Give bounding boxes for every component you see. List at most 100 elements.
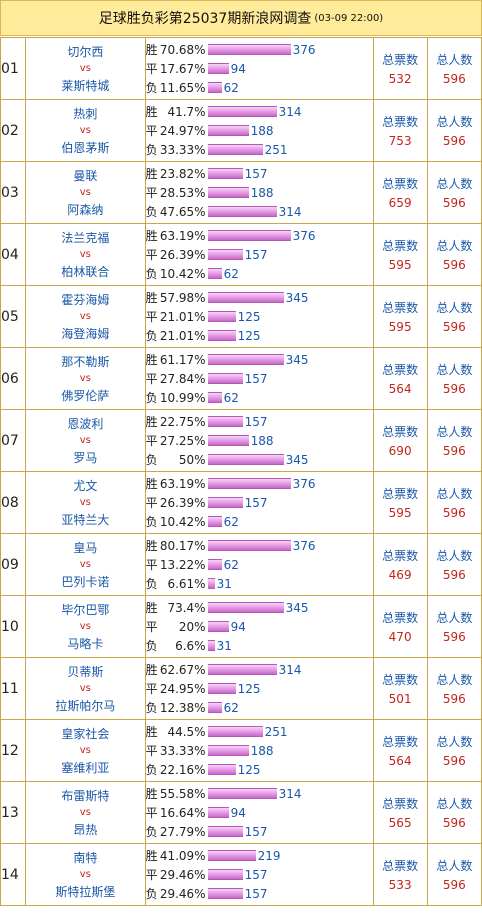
home-team[interactable]: 恩波利 bbox=[67, 417, 104, 431]
total-people-cell: 总人数 596 bbox=[426, 657, 482, 720]
loss-label: 负 bbox=[145, 825, 158, 839]
loss-percent: 12.38% bbox=[159, 700, 206, 715]
vs-label: vs bbox=[79, 559, 91, 570]
draw-count: 157 bbox=[244, 495, 268, 510]
vs-label: vs bbox=[79, 497, 91, 508]
home-team[interactable]: 尤文 bbox=[73, 479, 98, 493]
total-people-value: 596 bbox=[442, 692, 466, 706]
total-people-value: 596 bbox=[442, 754, 466, 768]
win-row: 胜 70.68% 376 bbox=[146, 40, 373, 59]
away-team[interactable]: 塞维利亚 bbox=[61, 761, 110, 775]
total-votes-label: 总票数 bbox=[382, 239, 419, 253]
match-teams: 尤文 vs 亚特兰大 bbox=[25, 471, 146, 534]
match-teams: 贝蒂斯 vs 拉斯帕尔马 bbox=[25, 657, 146, 720]
draw-count: 62 bbox=[223, 557, 239, 572]
loss-bar bbox=[207, 454, 284, 465]
away-team[interactable]: 海登海姆 bbox=[61, 327, 110, 341]
draw-count: 94 bbox=[230, 619, 246, 634]
win-percent: 22.75% bbox=[159, 414, 206, 429]
draw-bar bbox=[207, 63, 229, 74]
total-votes-label: 总票数 bbox=[382, 797, 419, 811]
home-team[interactable]: 霍芬海姆 bbox=[61, 293, 110, 307]
home-team[interactable]: 那不勒斯 bbox=[61, 355, 110, 369]
draw-count: 157 bbox=[244, 247, 268, 262]
away-team[interactable]: 莱斯特城 bbox=[61, 79, 110, 93]
match-teams: 南特 vs 斯特拉斯堡 bbox=[25, 843, 146, 906]
draw-bar bbox=[207, 125, 249, 136]
total-votes-value: 564 bbox=[388, 754, 412, 768]
away-team[interactable]: 伯恩茅斯 bbox=[61, 141, 110, 155]
home-team[interactable]: 布雷斯特 bbox=[61, 789, 110, 803]
draw-count: 188 bbox=[250, 743, 274, 758]
match-teams: 皇家社会 vs 塞维利亚 bbox=[25, 719, 146, 782]
win-label: 胜 bbox=[145, 725, 158, 739]
draw-bar bbox=[207, 869, 243, 880]
away-team[interactable]: 亚特兰大 bbox=[61, 513, 110, 527]
home-team[interactable]: 曼联 bbox=[73, 169, 98, 183]
home-team[interactable]: 贝蒂斯 bbox=[67, 665, 104, 679]
match-number: 06 bbox=[0, 347, 27, 410]
away-team[interactable]: 阿森纳 bbox=[67, 203, 104, 217]
away-team[interactable]: 昂热 bbox=[73, 823, 98, 837]
draw-bar bbox=[207, 311, 236, 322]
loss-percent: 22.16% bbox=[159, 762, 206, 777]
home-team[interactable]: 热刺 bbox=[73, 107, 98, 121]
away-team[interactable]: 巴列卡诺 bbox=[61, 575, 110, 589]
win-label: 胜 bbox=[145, 167, 158, 181]
total-votes-label: 总票数 bbox=[382, 115, 419, 129]
win-percent: 44.5% bbox=[167, 724, 206, 739]
survey-table: 01 切尔西 vs 莱斯特城 胜 70.68% 376 平 17.67% 94 … bbox=[0, 37, 482, 906]
win-count: 314 bbox=[278, 786, 302, 801]
loss-bar bbox=[207, 206, 277, 217]
win-row: 胜 41.09% 219 bbox=[146, 846, 373, 865]
home-team[interactable]: 皇家社会 bbox=[61, 727, 110, 741]
match-row: 02 热刺 vs 伯恩茅斯 胜 41.7% 314 平 24.97% 188 负… bbox=[0, 99, 482, 162]
vs-label: vs bbox=[79, 187, 91, 198]
win-bar bbox=[207, 106, 277, 117]
away-team[interactable]: 罗马 bbox=[73, 451, 98, 465]
win-label: 胜 bbox=[145, 663, 158, 677]
vote-bars: 胜 41.7% 314 平 24.97% 188 负 33.33% 251 bbox=[144, 99, 374, 162]
vote-bars: 胜 41.09% 219 平 29.46% 157 负 29.46% 157 bbox=[144, 843, 374, 906]
title-text: 足球胜负彩第25037期新浪网调查 bbox=[98, 11, 312, 27]
total-people-cell: 总人数 596 bbox=[426, 37, 482, 100]
away-team[interactable]: 斯特拉斯堡 bbox=[55, 885, 116, 899]
away-team[interactable]: 拉斯帕尔马 bbox=[55, 699, 116, 713]
away-team[interactable]: 马略卡 bbox=[67, 637, 104, 651]
match-row: 03 曼联 vs 阿森纳 胜 23.82% 157 平 28.53% 188 负… bbox=[0, 161, 482, 224]
total-people-label: 总人数 bbox=[436, 673, 473, 687]
home-team[interactable]: 切尔西 bbox=[67, 45, 104, 59]
draw-row: 平 29.46% 157 bbox=[146, 865, 373, 884]
total-votes-label: 总票数 bbox=[382, 363, 419, 377]
home-team[interactable]: 毕尔巴鄂 bbox=[61, 603, 110, 617]
match-teams: 霍芬海姆 vs 海登海姆 bbox=[25, 285, 146, 348]
away-team[interactable]: 柏林联合 bbox=[61, 265, 110, 279]
win-label: 胜 bbox=[145, 849, 158, 863]
total-people-label: 总人数 bbox=[436, 301, 473, 315]
loss-bar bbox=[207, 330, 236, 341]
home-team[interactable]: 南特 bbox=[73, 851, 98, 865]
win-label: 胜 bbox=[145, 477, 158, 491]
draw-percent: 16.64% bbox=[159, 805, 206, 820]
title-date: (03-09 22:00) bbox=[314, 12, 384, 24]
draw-row: 平 26.39% 157 bbox=[146, 245, 373, 264]
draw-percent: 21.01% bbox=[159, 309, 206, 324]
loss-percent: 21.01% bbox=[159, 328, 206, 343]
loss-row: 负 22.16% 125 bbox=[146, 760, 373, 779]
win-percent: 23.82% bbox=[159, 166, 206, 181]
draw-count: 188 bbox=[250, 185, 274, 200]
total-votes-value: 753 bbox=[388, 134, 412, 148]
draw-row: 平 24.95% 125 bbox=[146, 679, 373, 698]
loss-count: 157 bbox=[244, 824, 268, 839]
total-people-label: 总人数 bbox=[436, 363, 473, 377]
loss-row: 负 10.99% 62 bbox=[146, 388, 373, 407]
home-team[interactable]: 法兰克福 bbox=[61, 231, 110, 245]
home-team[interactable]: 皇马 bbox=[73, 541, 98, 555]
loss-row: 负 12.38% 62 bbox=[146, 698, 373, 717]
draw-label: 平 bbox=[145, 372, 158, 386]
win-percent: 63.19% bbox=[159, 228, 206, 243]
draw-count: 157 bbox=[244, 867, 268, 882]
match-teams: 热刺 vs 伯恩茅斯 bbox=[25, 99, 146, 162]
away-team[interactable]: 佛罗伦萨 bbox=[61, 389, 110, 403]
match-teams: 那不勒斯 vs 佛罗伦萨 bbox=[25, 347, 146, 410]
